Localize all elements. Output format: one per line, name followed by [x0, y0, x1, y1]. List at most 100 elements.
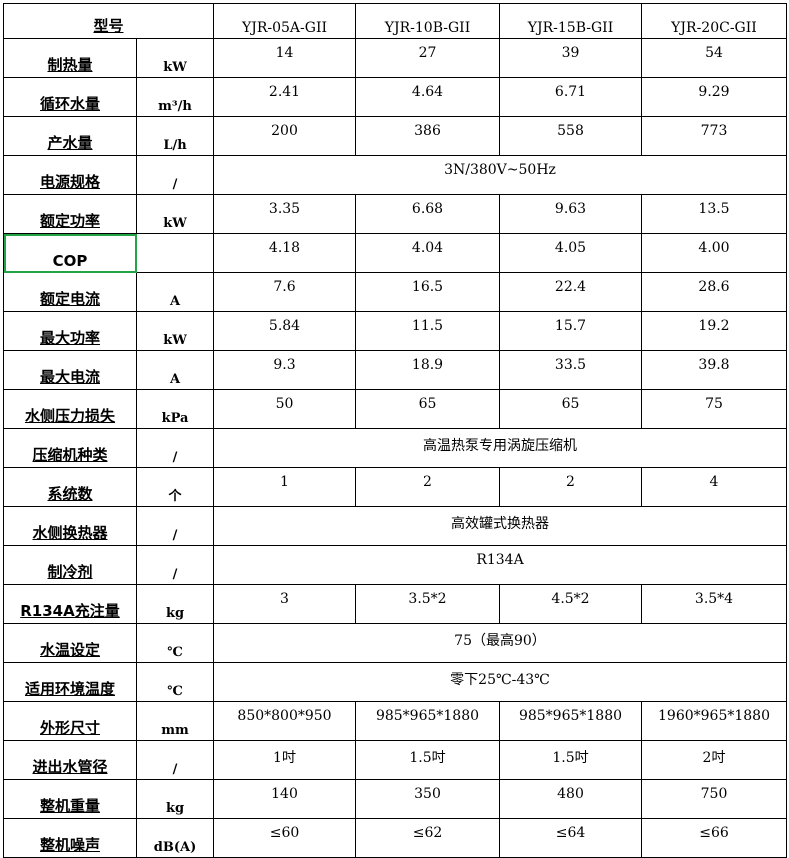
- value-cell[interactable]: 2: [499, 467, 642, 507]
- parameter-label-cell[interactable]: 制冷剂: [3, 545, 137, 585]
- value-cell[interactable]: 1.5吋: [355, 740, 500, 780]
- model-cell[interactable]: YJR-05A-GII: [213, 3, 356, 39]
- model-cell[interactable]: YJR-15B-GII: [499, 3, 642, 39]
- value-cell[interactable]: 16.5: [355, 272, 500, 312]
- value-cell[interactable]: 65: [355, 389, 500, 429]
- value-cell[interactable]: 750: [641, 779, 787, 819]
- value-cell[interactable]: 2: [355, 467, 500, 507]
- unit-cell[interactable]: m³/h: [136, 77, 214, 117]
- merged-value-cell[interactable]: R134A: [213, 545, 787, 585]
- value-cell[interactable]: 5.84: [213, 311, 356, 351]
- value-cell[interactable]: 7.6: [213, 272, 356, 312]
- value-cell[interactable]: 27: [355, 38, 500, 78]
- value-cell[interactable]: ≤60: [213, 818, 356, 858]
- parameter-label-cell[interactable]: 整机重量: [3, 779, 137, 819]
- parameter-label-cell[interactable]: 最大电流: [3, 350, 137, 390]
- unit-cell[interactable]: [136, 233, 214, 273]
- parameter-label-cell[interactable]: 额定功率: [3, 194, 137, 234]
- value-cell[interactable]: 54: [641, 38, 787, 78]
- value-cell[interactable]: 6.71: [499, 77, 642, 117]
- value-cell[interactable]: 985*965*1880: [355, 701, 500, 741]
- value-cell[interactable]: 15.7: [499, 311, 642, 351]
- unit-cell[interactable]: A: [136, 272, 214, 312]
- value-cell[interactable]: 1960*965*1880: [641, 701, 787, 741]
- parameter-label-cell[interactable]: 水侧换热器: [3, 506, 137, 546]
- value-cell[interactable]: 2.41: [213, 77, 356, 117]
- value-cell[interactable]: 39: [499, 38, 642, 78]
- parameter-label-cell[interactable]: 进出水管径: [3, 740, 137, 780]
- unit-cell[interactable]: mm: [136, 701, 214, 741]
- unit-cell[interactable]: 个: [136, 467, 214, 507]
- unit-cell[interactable]: ℃: [136, 623, 214, 663]
- model-header-cell[interactable]: 型号: [3, 3, 214, 39]
- parameter-label-cell[interactable]: 外形尺寸: [3, 701, 137, 741]
- parameter-label-cell[interactable]: 水侧压力损失: [3, 389, 137, 429]
- value-cell[interactable]: 1: [213, 467, 356, 507]
- value-cell[interactable]: 140: [213, 779, 356, 819]
- value-cell[interactable]: 14: [213, 38, 356, 78]
- merged-value-cell[interactable]: 75（最高90）: [213, 623, 787, 663]
- value-cell[interactable]: 558: [499, 116, 642, 156]
- parameter-label-cell[interactable]: 循环水量: [3, 77, 137, 117]
- value-cell[interactable]: 3.35: [213, 194, 356, 234]
- value-cell[interactable]: 75: [641, 389, 787, 429]
- unit-cell[interactable]: kg: [136, 584, 214, 624]
- value-cell[interactable]: 3.5*4: [641, 584, 787, 624]
- value-cell[interactable]: 19.2: [641, 311, 787, 351]
- value-cell[interactable]: ≤62: [355, 818, 500, 858]
- value-cell[interactable]: 4.18: [213, 233, 356, 273]
- unit-cell[interactable]: /: [136, 740, 214, 780]
- value-cell[interactable]: 985*965*1880: [499, 701, 642, 741]
- value-cell[interactable]: 200: [213, 116, 356, 156]
- value-cell[interactable]: 2吋: [641, 740, 787, 780]
- value-cell[interactable]: 28.6: [641, 272, 787, 312]
- unit-cell[interactable]: kW: [136, 311, 214, 351]
- unit-cell[interactable]: A: [136, 350, 214, 390]
- unit-cell[interactable]: /: [136, 428, 214, 468]
- value-cell[interactable]: 850*800*950: [213, 701, 356, 741]
- parameter-label-cell[interactable]: R134A充注量: [3, 584, 137, 624]
- unit-cell[interactable]: kPa: [136, 389, 214, 429]
- value-cell[interactable]: 13.5: [641, 194, 787, 234]
- model-cell[interactable]: YJR-20C-GII: [641, 3, 787, 39]
- parameter-label-cell[interactable]: 产水量: [3, 116, 137, 156]
- value-cell[interactable]: 33.5: [499, 350, 642, 390]
- value-cell[interactable]: 4.04: [355, 233, 500, 273]
- value-cell[interactable]: 11.5: [355, 311, 500, 351]
- value-cell[interactable]: 4.05: [499, 233, 642, 273]
- unit-cell[interactable]: ℃: [136, 662, 214, 702]
- value-cell[interactable]: 1吋: [213, 740, 356, 780]
- value-cell[interactable]: 3.5*2: [355, 584, 500, 624]
- parameter-label-cell[interactable]: 额定电流: [3, 272, 137, 312]
- merged-value-cell[interactable]: 3N/380V~50Hz: [213, 155, 787, 195]
- parameter-label-cell[interactable]: 水温设定: [3, 623, 137, 663]
- value-cell[interactable]: 4.00: [641, 233, 787, 273]
- parameter-label-cell[interactable]: COP: [3, 233, 137, 273]
- value-cell[interactable]: 50: [213, 389, 356, 429]
- value-cell[interactable]: 65: [499, 389, 642, 429]
- value-cell[interactable]: 480: [499, 779, 642, 819]
- value-cell[interactable]: 773: [641, 116, 787, 156]
- value-cell[interactable]: 18.9: [355, 350, 500, 390]
- value-cell[interactable]: 4.5*2: [499, 584, 642, 624]
- unit-cell[interactable]: kg: [136, 779, 214, 819]
- parameter-label-cell[interactable]: 整机噪声: [3, 818, 137, 858]
- merged-value-cell[interactable]: 高效罐式换热器: [213, 506, 787, 546]
- value-cell[interactable]: 9.29: [641, 77, 787, 117]
- unit-cell[interactable]: dB(A): [136, 818, 214, 858]
- value-cell[interactable]: 3: [213, 584, 356, 624]
- unit-cell[interactable]: /: [136, 155, 214, 195]
- value-cell[interactable]: 350: [355, 779, 500, 819]
- merged-value-cell[interactable]: 零下25℃-43℃: [213, 662, 787, 702]
- value-cell[interactable]: 1.5吋: [499, 740, 642, 780]
- model-cell[interactable]: YJR-10B-GII: [355, 3, 500, 39]
- parameter-label-cell[interactable]: 最大功率: [3, 311, 137, 351]
- parameter-label-cell[interactable]: 电源规格: [3, 155, 137, 195]
- parameter-label-cell[interactable]: 适用环境温度: [3, 662, 137, 702]
- value-cell[interactable]: 9.63: [499, 194, 642, 234]
- parameter-label-cell[interactable]: 压缩机种类: [3, 428, 137, 468]
- value-cell[interactable]: ≤66: [641, 818, 787, 858]
- value-cell[interactable]: 4.64: [355, 77, 500, 117]
- value-cell[interactable]: 6.68: [355, 194, 500, 234]
- unit-cell[interactable]: /: [136, 506, 214, 546]
